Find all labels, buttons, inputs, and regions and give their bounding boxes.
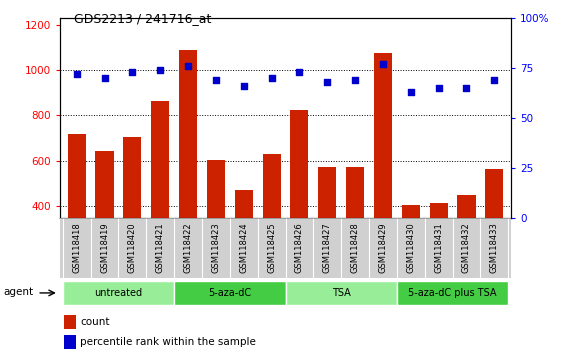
Point [462,85,471,91]
Point [323,79,332,85]
Bar [235,190,253,297]
Bar [179,50,197,297]
Text: GSM118427: GSM118427 [323,223,332,273]
Bar [151,101,169,297]
Text: GSM118428: GSM118428 [351,223,360,273]
Point [295,69,304,75]
Text: GSM118418: GSM118418 [72,223,81,273]
FancyBboxPatch shape [286,281,397,305]
Text: GSM118432: GSM118432 [462,223,471,273]
Text: GDS2213 / 241716_at: GDS2213 / 241716_at [74,12,212,25]
Bar [123,137,142,297]
Bar [457,195,476,297]
Bar [65,315,76,329]
Point [72,71,81,76]
Bar [65,335,76,348]
Point [490,77,499,82]
Text: GSM118429: GSM118429 [379,223,388,273]
Text: percentile rank within the sample: percentile rank within the sample [81,337,256,347]
FancyBboxPatch shape [63,281,174,305]
Point [379,61,388,67]
Text: untreated: untreated [94,288,143,298]
Text: GSM118425: GSM118425 [267,223,276,273]
Text: count: count [81,317,110,327]
Bar [402,205,420,297]
Bar [429,203,448,297]
Bar [291,110,308,297]
FancyBboxPatch shape [174,281,286,305]
Text: GSM118431: GSM118431 [434,223,443,273]
Bar [67,133,86,297]
Bar [374,53,392,297]
Text: GSM118420: GSM118420 [128,223,137,273]
Text: TSA: TSA [332,288,351,298]
Point [267,75,276,80]
Text: GSM118423: GSM118423 [211,223,220,273]
Bar [207,160,225,297]
Point [351,77,360,82]
Text: 5-aza-dC: 5-aza-dC [208,288,251,298]
Text: GSM118433: GSM118433 [490,223,499,273]
Text: GSM118430: GSM118430 [407,223,415,273]
Bar [263,154,280,297]
Text: GSM118419: GSM118419 [100,223,109,273]
Point [100,75,109,80]
Point [211,77,220,82]
Bar [318,167,336,297]
Text: GSM118426: GSM118426 [295,223,304,273]
Text: GSM118424: GSM118424 [239,223,248,273]
Text: 5-aza-dC plus TSA: 5-aza-dC plus TSA [408,288,497,298]
Point [156,67,165,73]
Point [183,63,192,69]
Point [434,85,443,91]
Point [128,69,137,75]
Point [406,89,415,95]
Text: GSM118422: GSM118422 [183,223,192,273]
Point [239,83,248,88]
Text: agent: agent [3,287,33,297]
Bar [346,167,364,297]
Bar [485,169,504,297]
Text: GSM118421: GSM118421 [156,223,164,273]
Bar [95,151,114,297]
FancyBboxPatch shape [397,281,508,305]
